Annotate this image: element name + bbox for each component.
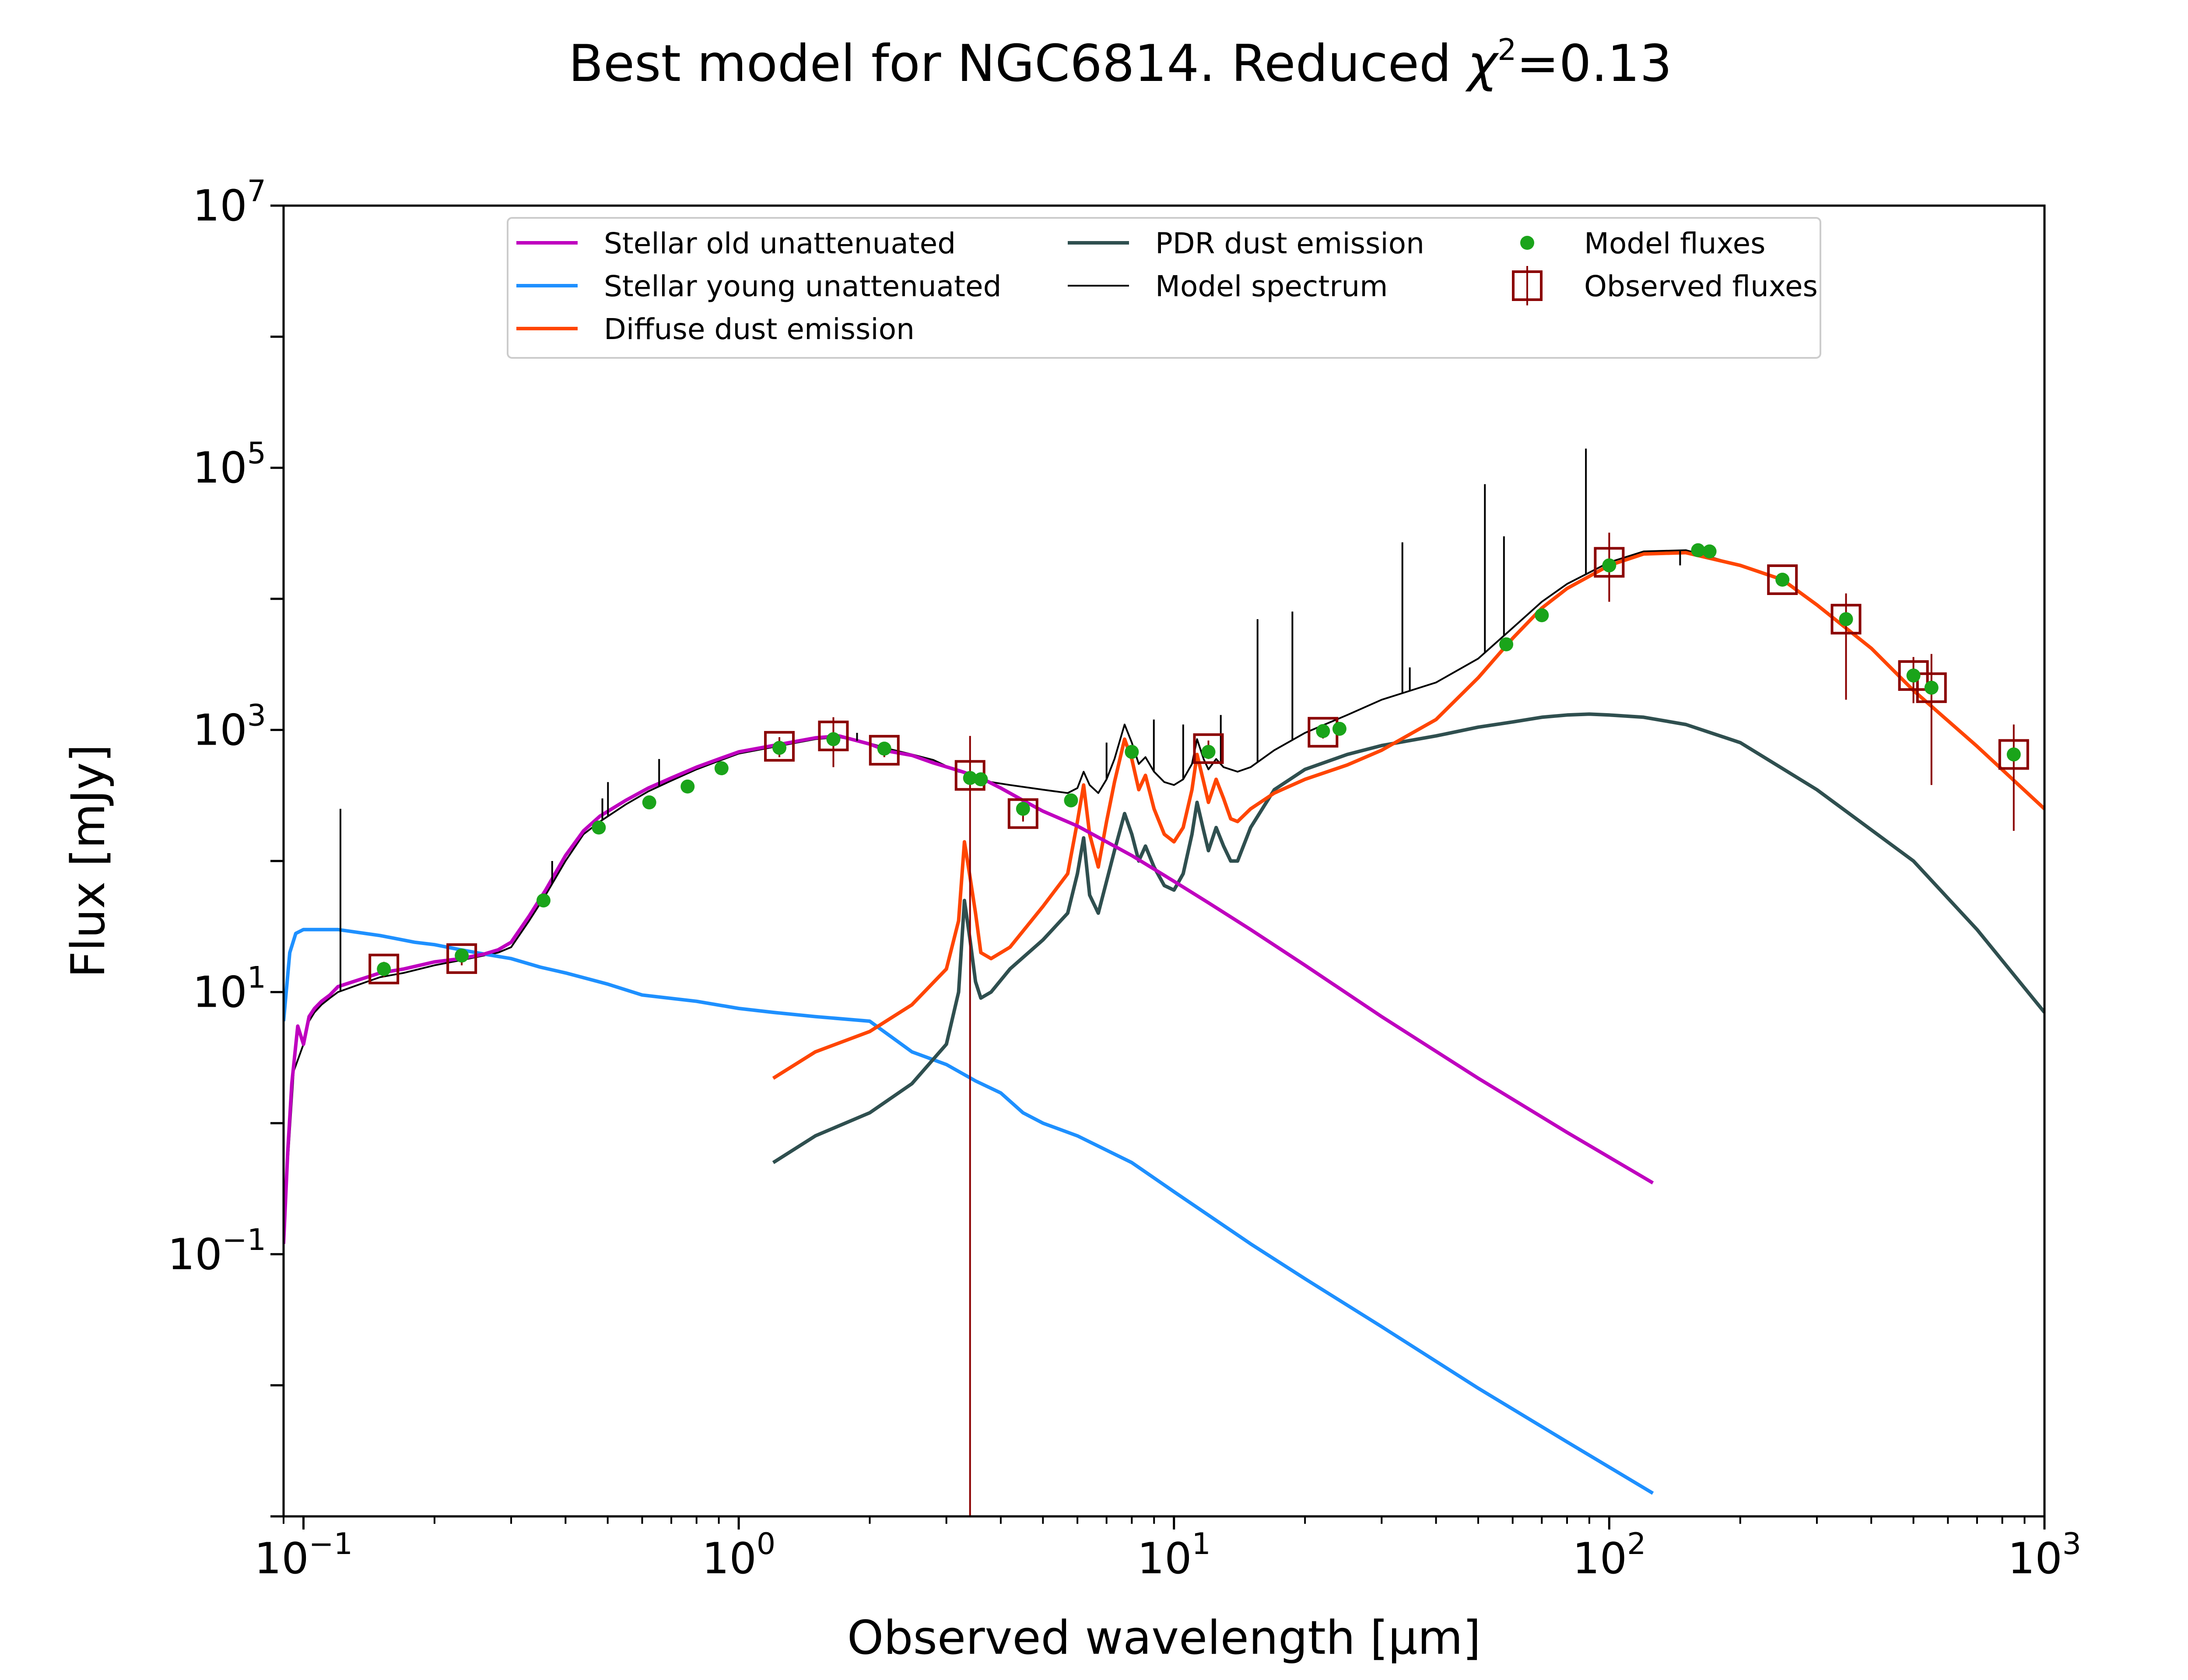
chart-title: Best model for NGC6814. Reduced χ2=0.13 [568, 33, 1672, 93]
model-flux-point [1906, 668, 1921, 683]
model-flux-point [592, 820, 606, 835]
model-flux-point [1201, 745, 1216, 759]
y-tick-label: 105 [193, 436, 266, 493]
model-flux-point [455, 948, 469, 963]
model-flux-point [826, 732, 841, 746]
legend: Stellar old unattenuated Stellar young un… [507, 217, 1821, 359]
observed-flux-marker [1998, 739, 2029, 770]
x-tick-label: 100 [702, 1527, 775, 1584]
model-flux-point [714, 761, 729, 776]
legend-label: Observed fluxes [1584, 270, 1818, 303]
model-flux-point [1064, 793, 1078, 808]
observed-flux-marker [446, 943, 477, 974]
observed-flux-marker [1830, 604, 1862, 635]
model-flux-point [1775, 573, 1790, 587]
observed-flux-marker [764, 731, 795, 762]
model-flux-point [1602, 558, 1616, 573]
x-tick-label: 10−1 [254, 1527, 353, 1584]
model-flux-point [963, 771, 977, 785]
legend-label: Stellar old unattenuated [604, 227, 956, 260]
observed-flux-marker [1193, 733, 1224, 764]
model-flux-point [1332, 721, 1346, 736]
y-tick-label: 107 [193, 174, 266, 231]
legend-swatch [1512, 270, 1543, 301]
y-tick-label: 10−1 [168, 1223, 266, 1280]
y-axis-label: Flux [mJy] [61, 744, 115, 978]
legend-label: Model spectrum [1155, 270, 1388, 303]
x-tick-label: 101 [1137, 1527, 1211, 1584]
model-flux-point [1839, 612, 1853, 626]
model-flux-point [877, 742, 891, 756]
series-line-stellar-old-unattenuated [284, 734, 1654, 1244]
series-line-stellar-young-unattenuated [284, 928, 1654, 1495]
y-tick-label: 101 [193, 961, 266, 1018]
model-flux-point [377, 962, 391, 976]
model-flux-point [1125, 745, 1139, 759]
legend-swatch [1520, 236, 1534, 250]
model-flux-point [1702, 544, 1717, 559]
x-tick-label: 102 [1572, 1527, 1646, 1584]
observed-flux-marker [1916, 672, 1947, 703]
y-axis: 10−1 101 103 105 107 [168, 174, 284, 1518]
legend-label: PDR dust emission [1155, 227, 1424, 260]
model-flux-point [1535, 608, 1549, 623]
model-flux-point [1316, 724, 1330, 738]
observed-flux-marker [1898, 660, 1929, 691]
x-axis: 10−1 100 101 102 103 [254, 1516, 2081, 1584]
x-tick-label: 103 [2008, 1527, 2081, 1584]
observed-flux-marker [368, 953, 400, 984]
observed-flux-marker [1007, 798, 1038, 829]
observed-flux-marker [1594, 547, 1625, 578]
model-flux-point [974, 772, 988, 787]
series-line-diffuse-dust-emission [772, 551, 2044, 1080]
model-flux-point [1691, 543, 1705, 557]
model-flux-point [1499, 637, 1514, 651]
legend-label: Stellar young unattenuated [604, 270, 1002, 303]
model-flux-point [1924, 680, 1939, 695]
legend-label: Diffuse dust emission [604, 312, 915, 346]
series-line-pdr-dust-emission [772, 712, 2044, 1164]
model-flux-point [680, 779, 695, 794]
model-flux-point [772, 741, 787, 755]
y-tick-label: 103 [193, 698, 266, 755]
plot-content [284, 448, 2044, 1516]
observed-flux-marker [869, 735, 900, 766]
legend-frame [507, 217, 1821, 359]
plot-clip [284, 448, 2044, 1516]
model-flux-point [536, 893, 551, 908]
observed-flux-marker [818, 721, 849, 752]
observed-flux-marker [1767, 564, 1798, 595]
model-flux-point [2006, 747, 2021, 762]
legend-label: Model fluxes [1584, 227, 1766, 260]
x-axis-label: Observed wavelength [μm] [847, 1611, 1481, 1665]
model-flux-point [1016, 802, 1030, 816]
model-flux-point [642, 795, 656, 810]
